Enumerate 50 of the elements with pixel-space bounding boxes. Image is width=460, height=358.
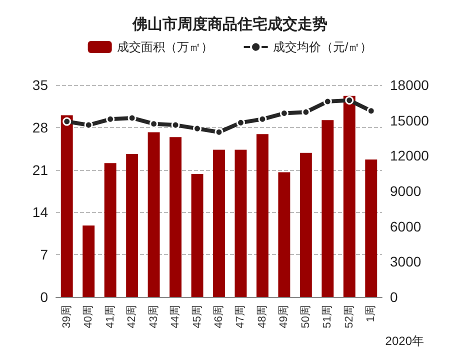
bar bbox=[300, 152, 312, 297]
legend-label: 成交均价（元/㎡） bbox=[272, 40, 372, 54]
x-tick-label: 51周 bbox=[322, 305, 334, 328]
y-tick-label: 7 bbox=[40, 246, 48, 263]
chart-title: 佛山市周度商品住宅成交走势 bbox=[132, 15, 328, 33]
x-tick-label: 49周 bbox=[278, 305, 290, 328]
x-tick-label: 45周 bbox=[191, 305, 204, 328]
bar bbox=[126, 154, 138, 297]
y2-tick-label: 18000 bbox=[390, 77, 430, 93]
point bbox=[345, 96, 354, 105]
y2-tick-label: 9000 bbox=[390, 183, 422, 199]
x-tick-label: 48周 bbox=[256, 305, 268, 328]
bar bbox=[322, 120, 334, 297]
bar bbox=[82, 226, 95, 297]
point bbox=[150, 120, 158, 128]
bar bbox=[256, 134, 268, 297]
y-tick-label: 28 bbox=[32, 119, 48, 136]
y-tick-label: 21 bbox=[32, 162, 48, 178]
x-tick-label: 46周 bbox=[213, 305, 225, 328]
x-tick-label: 43周 bbox=[148, 305, 160, 328]
x-tick-label: 41周 bbox=[104, 305, 116, 328]
bar bbox=[148, 132, 160, 297]
bar bbox=[365, 160, 378, 297]
x-tick-label: 1周 bbox=[365, 305, 378, 322]
y2-tick-label: 6000 bbox=[390, 218, 422, 234]
x-tick-label: 52周 bbox=[343, 305, 356, 328]
x-tick-label: 50周 bbox=[300, 305, 312, 328]
y-tick-label: 0 bbox=[40, 289, 48, 305]
y2-tick-label: 0 bbox=[390, 289, 398, 305]
y2-tick-label: 12000 bbox=[390, 148, 430, 164]
legend-label: 成交面积（万㎡） bbox=[116, 40, 213, 54]
text: 2020年 bbox=[385, 334, 424, 348]
x-tick-label: 39周 bbox=[60, 305, 73, 328]
y2-tick-label: 3000 bbox=[390, 254, 422, 270]
x-tick-label: 40周 bbox=[82, 305, 95, 328]
point bbox=[62, 117, 72, 126]
bar bbox=[104, 163, 116, 297]
bar bbox=[343, 96, 356, 297]
bar bbox=[60, 115, 73, 297]
bar bbox=[278, 172, 290, 297]
bar bbox=[191, 174, 204, 297]
bar bbox=[170, 137, 182, 297]
bar bbox=[234, 150, 247, 297]
bar bbox=[213, 150, 225, 297]
x-tick-label: 47周 bbox=[234, 305, 247, 328]
y2-tick-label: 15000 bbox=[390, 112, 430, 128]
y-tick-label: 35 bbox=[32, 77, 48, 93]
x-tick-label: 42周 bbox=[126, 305, 138, 328]
y-tick-label: 14 bbox=[32, 204, 48, 220]
x-tick-label: 44周 bbox=[170, 305, 182, 328]
